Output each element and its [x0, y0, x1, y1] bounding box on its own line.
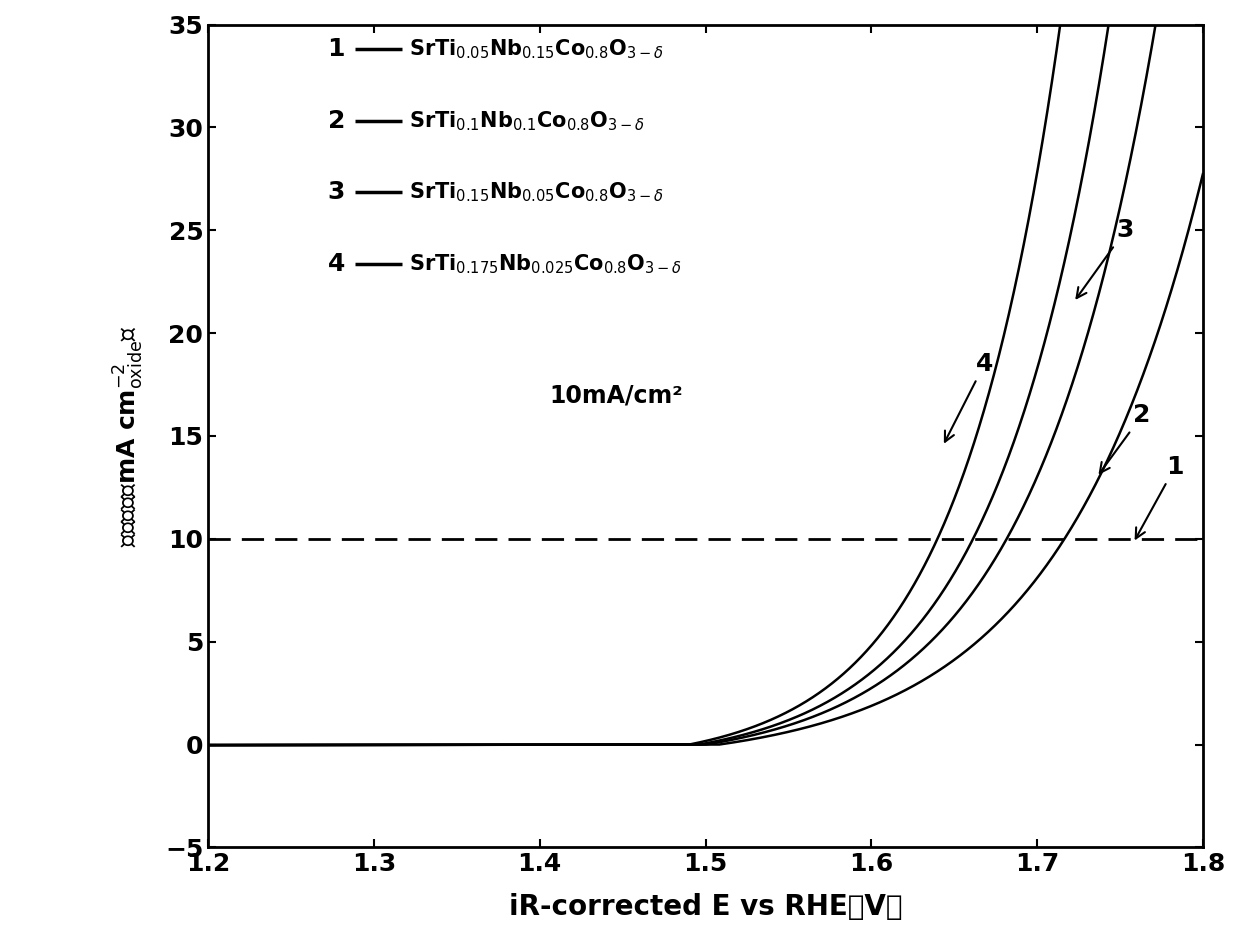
Text: 3: 3: [1076, 218, 1135, 298]
Text: SrTi$_{0.05}$Nb$_{0.15}$Co$_{0.8}$O$_{3-\delta}$: SrTi$_{0.05}$Nb$_{0.15}$Co$_{0.8}$O$_{3-…: [409, 37, 663, 61]
Text: 10mA/cm²: 10mA/cm²: [549, 383, 683, 407]
Text: 2: 2: [327, 109, 345, 133]
Text: 3: 3: [327, 181, 345, 204]
Text: 1: 1: [327, 37, 345, 61]
Text: 1: 1: [1136, 455, 1184, 538]
Text: 电流密度（mA cm$^{-2}_\mathrm{oxide}$）: 电流密度（mA cm$^{-2}_\mathrm{oxide}$）: [112, 325, 146, 547]
Text: SrTi$_{0.15}$Nb$_{0.05}$Co$_{0.8}$O$_{3-\delta}$: SrTi$_{0.15}$Nb$_{0.05}$Co$_{0.8}$O$_{3-…: [409, 181, 663, 204]
X-axis label: iR-corrected E vs RHE（V）: iR-corrected E vs RHE（V）: [508, 893, 903, 921]
Text: 4: 4: [945, 352, 993, 442]
Text: SrTi$_{0.175}$Nb$_{0.025}$Co$_{0.8}$O$_{3-\delta}$: SrTi$_{0.175}$Nb$_{0.025}$Co$_{0.8}$O$_{…: [409, 252, 682, 276]
Text: 2: 2: [1100, 403, 1151, 473]
Text: SrTi$_{0.1}$Nb$_{0.1}$Co$_{0.8}$O$_{3-\delta}$: SrTi$_{0.1}$Nb$_{0.1}$Co$_{0.8}$O$_{3-\d…: [409, 109, 645, 133]
Text: 4: 4: [327, 252, 345, 276]
